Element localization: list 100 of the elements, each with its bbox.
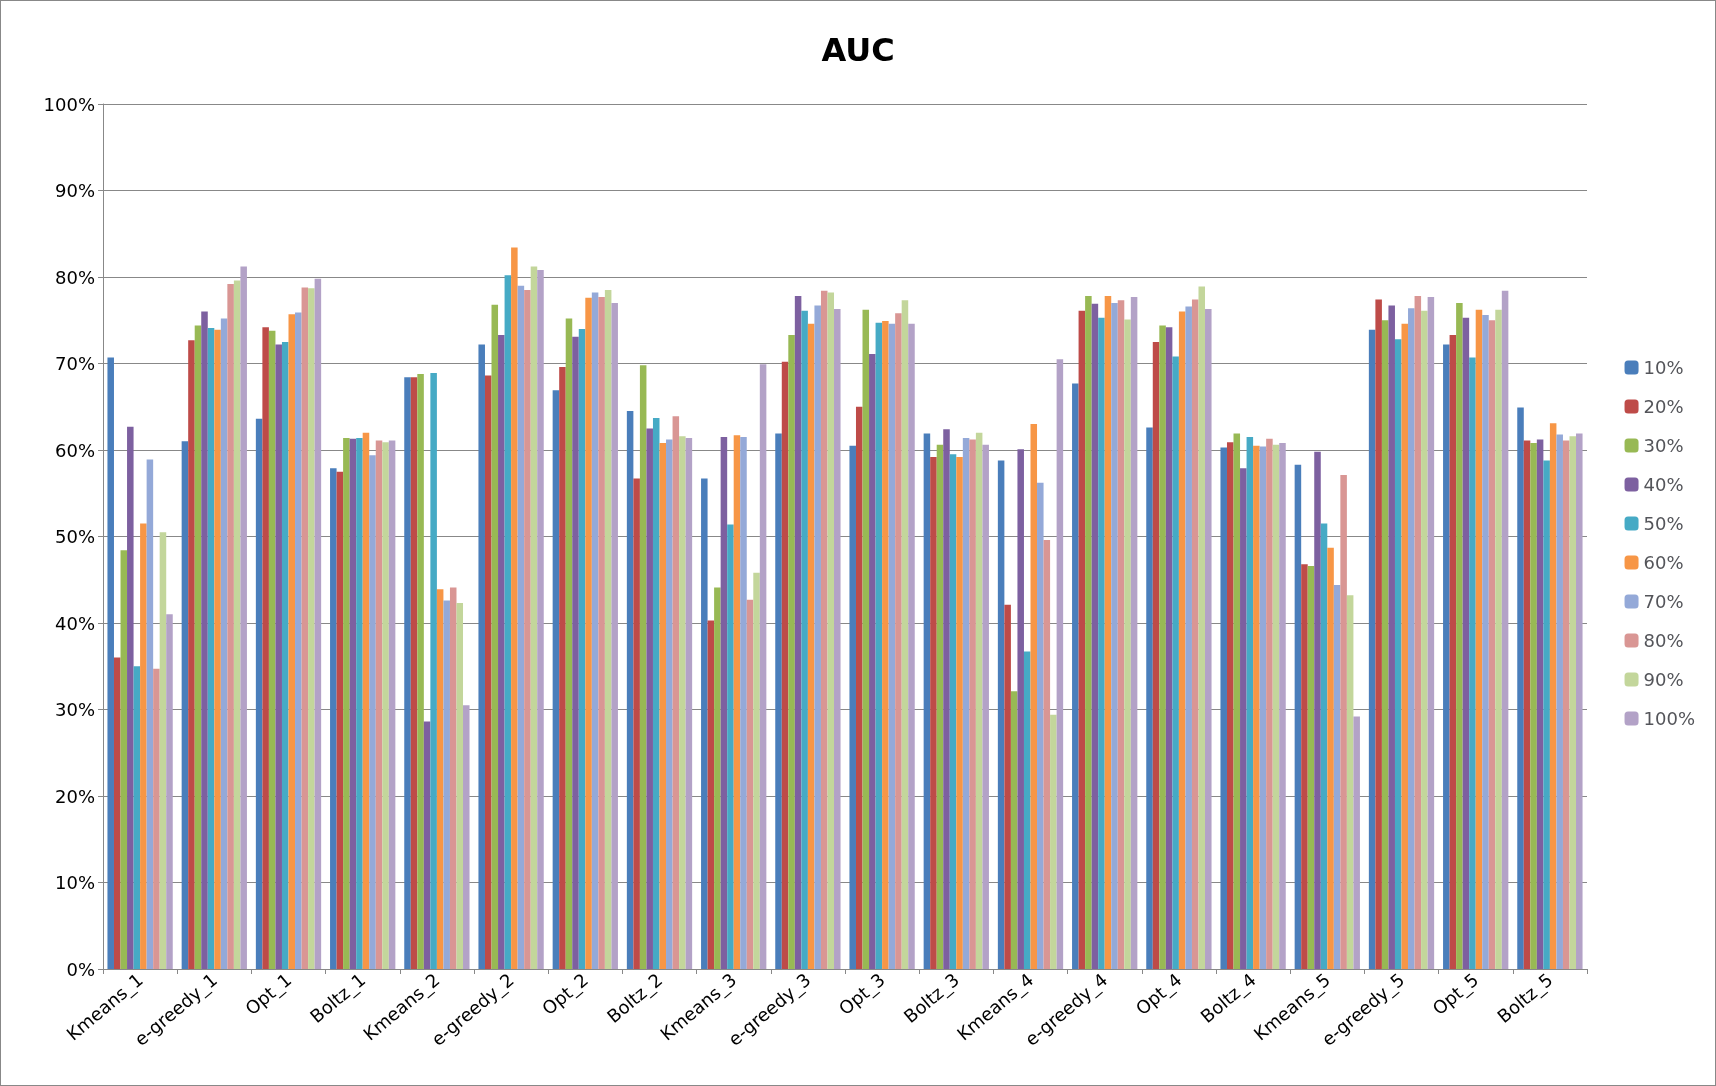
bar [343,437,350,969]
bar [888,323,896,969]
legend-label: 50% [1643,513,1684,534]
bar [559,366,566,969]
bar [484,375,492,969]
bar [375,440,383,969]
bar [1307,565,1315,969]
bar [504,275,512,969]
bar [491,304,499,969]
bar [417,373,424,969]
legend-label: 80% [1643,630,1684,651]
bar [982,444,989,969]
bar [1253,445,1260,969]
bar [930,456,937,969]
bar [753,572,760,969]
bar [552,390,560,969]
bar [1146,427,1153,969]
bar [1198,286,1206,969]
bar [388,440,396,969]
legend-label: 30% [1643,435,1684,456]
bar [1078,310,1086,969]
bar [565,318,573,969]
bar [807,323,815,969]
bar [1408,308,1415,969]
bar [524,289,531,969]
bar [759,364,767,969]
chart-title: AUC [821,31,895,69]
y-tick-label: 10% [54,872,95,893]
bar [1368,329,1376,969]
bar [672,416,680,969]
bar [382,442,389,969]
bar [220,318,228,969]
y-tick-label: 20% [54,785,95,807]
bar [1098,317,1105,969]
bar [685,437,693,969]
bar [1178,311,1186,969]
bar [727,524,734,969]
bar [869,353,876,969]
bar [456,603,464,969]
bar [281,341,289,969]
bar [633,478,640,969]
legend-label: 10% [1643,357,1684,378]
bar [1576,433,1583,969]
bar [1394,339,1402,969]
bar [646,428,653,969]
bar [936,444,944,969]
bar [997,460,1005,969]
bar [410,377,418,969]
bar [962,437,970,969]
bar [855,406,863,969]
bar [1104,296,1112,969]
bar [449,587,457,969]
bar [1050,714,1057,969]
bar [862,309,870,969]
bar [478,344,485,969]
bar [436,589,444,969]
bar [975,432,983,969]
bar [1346,595,1354,969]
bar [1320,523,1328,969]
bar [1130,296,1138,969]
bar [240,266,247,969]
bar [537,270,544,969]
bar [720,437,728,969]
bar [1152,341,1160,969]
y-tick-label: 40% [54,612,95,634]
bar [1226,442,1234,969]
bar [275,344,282,969]
bar [207,328,215,969]
bar [775,433,782,969]
bar [1072,383,1079,969]
bar [120,550,128,969]
legend-label: 20% [1643,396,1684,417]
y-tick-label: 30% [54,699,95,720]
bar [301,287,309,969]
bar [794,296,802,969]
bar [598,296,605,969]
bar [1421,310,1428,969]
bar [1233,433,1241,969]
bar [1414,296,1422,969]
bar [1353,716,1360,969]
bar [1562,440,1570,969]
bar [949,454,957,969]
bar [517,285,525,969]
bar [140,523,147,969]
bar [707,620,715,969]
bar [714,587,721,969]
bar [1037,482,1044,969]
bar [336,471,344,969]
bar [1327,547,1334,969]
bar [1556,434,1563,969]
bar [652,418,660,969]
bar [113,657,121,969]
bar [1314,451,1321,969]
bar [511,247,518,969]
bar [572,336,579,969]
bar [1023,651,1031,969]
bar [188,340,195,969]
bar [1266,438,1273,969]
bar [1172,356,1179,969]
bar [1246,437,1254,969]
